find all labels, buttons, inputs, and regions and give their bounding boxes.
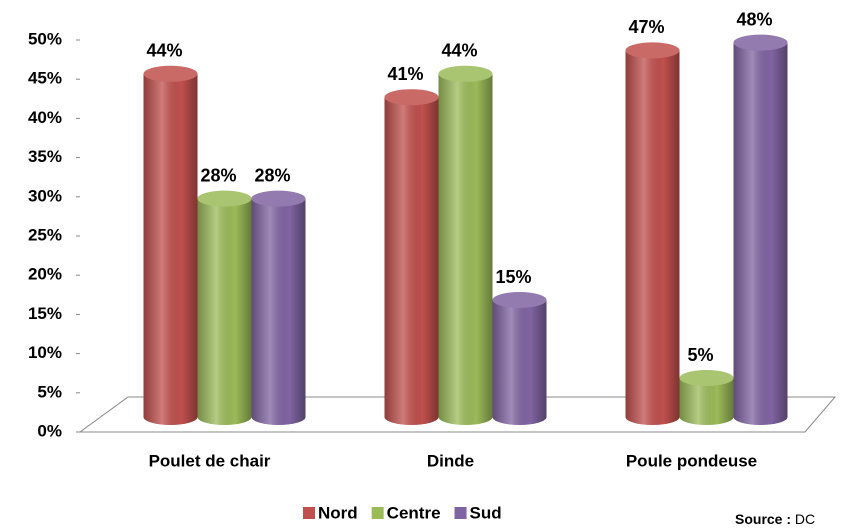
data-label: 28% [254,165,290,185]
y-tick-label: 10% [28,343,62,362]
y-tick-label: 20% [28,265,62,284]
source: Source : DC [735,511,815,527]
bar-shade [251,198,306,417]
x-tick-label: Poule pondeuse [626,451,757,470]
x-tick-label: Poulet de chair [149,451,271,470]
bar-shade [492,300,547,417]
bar-top [625,42,680,59]
bar-shade [625,50,680,418]
legend-label: Nord [318,503,358,522]
floor [78,396,837,433]
data-label: 5% [687,345,713,365]
legend-swatch [371,507,384,519]
y-tick-label: 45% [28,69,62,88]
bar-top [679,370,734,386]
data-label: 15% [495,267,531,287]
legend-swatch [303,507,315,519]
bar-top-light [143,65,198,82]
legend-label: Centre [387,503,441,522]
bar-top-light [438,65,493,82]
y-tick-label: 40% [28,108,62,127]
bar-top [251,190,306,207]
data-label: 47% [628,17,664,37]
y-tick-label: 15% [28,304,62,323]
bar-top [492,292,547,308]
legend-swatch [454,507,467,519]
data-label: 44% [441,41,477,61]
x-tick-label: Dinde [427,451,474,470]
y-tick-label: 30% [28,186,62,205]
bar-top-light [384,89,439,106]
bar-top-light [679,370,734,386]
bar-top [438,65,493,82]
y-tick-label: 25% [28,225,62,244]
source-text: DC [795,511,815,527]
y-tick-label: 35% [28,147,62,166]
y-tick-label: 50% [28,29,62,48]
bar-top [384,89,439,106]
bar-top-light [733,34,788,51]
bar-top-light [625,42,680,59]
bar-shade [197,198,252,417]
y-tick-label: 5% [37,382,62,401]
bar-shade [384,97,439,417]
bar-shade [733,42,788,417]
data-label: 44% [146,41,182,61]
data-label: 41% [387,64,423,84]
bar-shade [438,73,493,418]
bar-top-light [492,292,547,308]
bar-top [143,65,198,82]
bar-top-light [197,190,252,207]
data-label: 48% [736,9,772,29]
bar-top-light [251,190,306,207]
bar-top [733,34,788,51]
legend-label: Sud [470,503,502,522]
source-label: Source : [735,511,791,527]
y-tick-label: 0% [37,421,62,440]
bar-shade [143,73,198,418]
data-label: 28% [200,165,236,185]
bar-top [197,190,252,207]
